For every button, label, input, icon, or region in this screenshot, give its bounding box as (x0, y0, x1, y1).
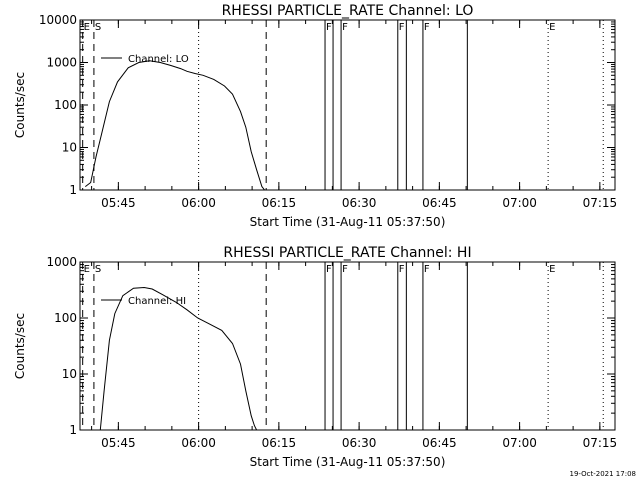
y-tick-label: 100 (54, 98, 77, 112)
chart-panel-hi: RHESSI PARTICLE_RATE Channel: HI Start Ti… (13, 245, 617, 469)
x-tick-label: 06:00 (181, 436, 216, 450)
y-tick-label: 1 (69, 423, 77, 437)
event-marker-label: E (549, 264, 555, 275)
x-tick-label: 07:00 (502, 196, 537, 210)
x-tick-label: 06:30 (342, 436, 377, 450)
event-marker-label: F (342, 264, 348, 275)
series-line (99, 286, 258, 431)
y-tick-label: 10000 (39, 13, 77, 27)
event-marker-label: S (95, 264, 101, 275)
event-marker-label: E (549, 22, 555, 33)
y-tick-label: 1000 (46, 255, 77, 269)
y-tick-label: 10 (62, 367, 77, 381)
event-marker-label: F (424, 264, 430, 275)
y-tick-label: 10 (62, 141, 77, 155)
x-tick-label: 07:00 (502, 436, 537, 450)
event-marker-label: E (84, 22, 90, 33)
event-marker-label: F (399, 264, 405, 275)
event-marker-label: S (95, 22, 101, 33)
x-tick-label: 06:00 (181, 196, 216, 210)
x-axis-label: Start Time (31-Aug-11 05:37:50) (250, 215, 446, 229)
y-tick-label: 100 (54, 311, 77, 325)
event-marker-label: F (326, 264, 332, 275)
x-tick-label: 06:30 (342, 196, 377, 210)
plot-frame (79, 19, 616, 191)
chart-panel-lo: RHESSI PARTICLE_RATE Channel: LO Start Ti… (13, 3, 617, 229)
y-tick-label: 1000 (46, 56, 77, 70)
x-tick-label: 07:15 (583, 436, 618, 450)
series-line (84, 60, 265, 191)
y-axis-label: Counts/sec (13, 72, 27, 138)
x-tick-label: 06:45 (422, 436, 457, 450)
x-tick-label: 05:45 (101, 196, 136, 210)
x-axis-label: Start Time (31-Aug-11 05:37:50) (250, 455, 446, 469)
event-marker-label: F (399, 22, 405, 33)
x-tick-label: 06:45 (422, 196, 457, 210)
event-marker-label: F (342, 22, 348, 33)
chart-title: RHESSI PARTICLE_RATE Channel: HI (223, 245, 471, 261)
footer-timestamp: 19-Oct-2021 17:08 (570, 470, 636, 478)
x-tick-label: 06:15 (262, 196, 297, 210)
x-tick-label: 07:15 (583, 196, 618, 210)
x-tick-label: 06:15 (262, 436, 297, 450)
y-axis-label: Counts/sec (13, 313, 27, 379)
y-tick-label: 1 (69, 183, 77, 197)
event-marker-label: F (424, 22, 430, 33)
chart-title: RHESSI PARTICLE_RATE Channel: LO (222, 3, 474, 19)
legend-label: Channel: LO (128, 54, 189, 65)
x-tick-label: 05:45 (101, 436, 136, 450)
event-marker-label: E (84, 264, 90, 275)
legend-label: Channel: HI (128, 296, 186, 307)
event-marker-label: F (326, 22, 332, 33)
plot-frame (79, 261, 616, 431)
